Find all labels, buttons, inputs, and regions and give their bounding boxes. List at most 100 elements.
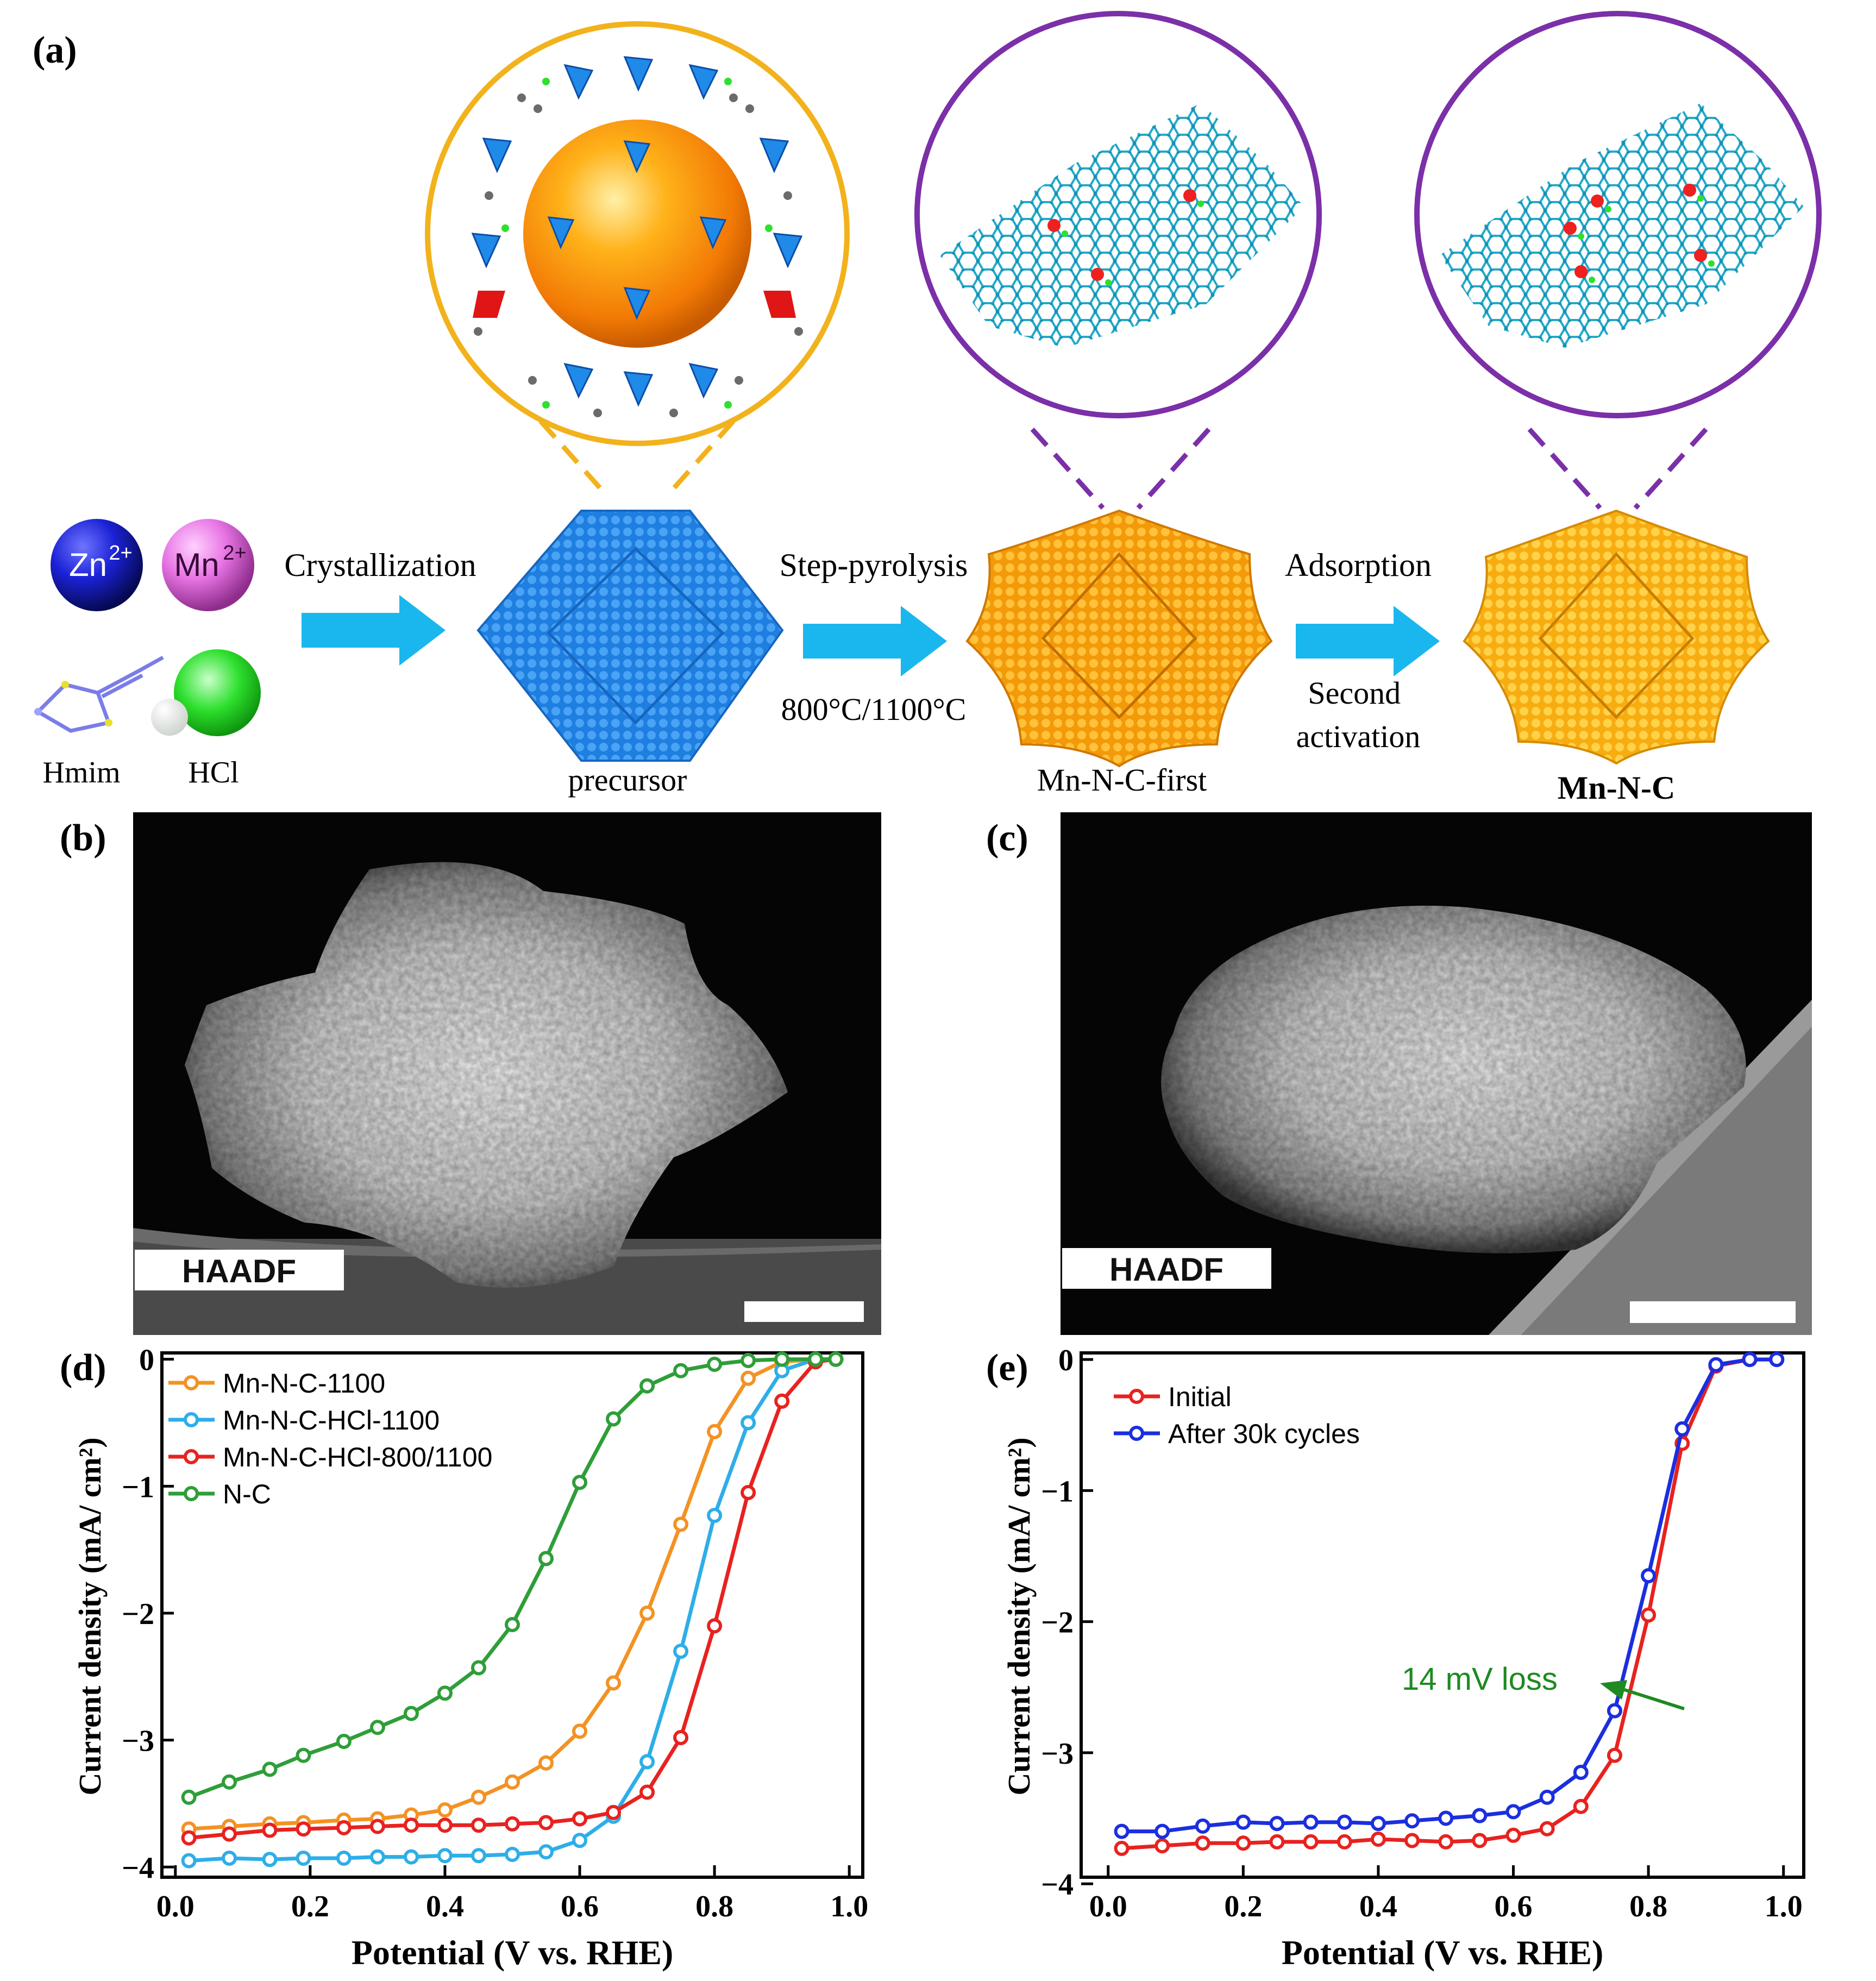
data-point: [505, 1846, 520, 1862]
data-point: [538, 1551, 554, 1566]
data-point: [1155, 1823, 1170, 1839]
panel-label-e: (e): [986, 1347, 1028, 1389]
data-point: [1114, 1823, 1130, 1839]
y-tick-label: 0: [139, 1344, 154, 1377]
step-label-pyrolysis: Step-pyrolysis: [780, 547, 968, 583]
svg-text:2+: 2+: [109, 542, 132, 565]
data-point: [181, 1789, 197, 1805]
y-tick-label: −4: [1041, 1868, 1074, 1902]
data-point: [222, 1850, 237, 1866]
x-tick-label: 0.2: [291, 1890, 329, 1923]
y-tick-label: −2: [1041, 1606, 1074, 1640]
x-axis-label-e: Potential (V vs. RHE): [1282, 1933, 1604, 1972]
legend-marker: [184, 1375, 199, 1390]
hmim-label: Hmim: [42, 756, 120, 789]
data-point: [639, 1605, 655, 1621]
data-point: [673, 1729, 689, 1745]
data-point: [181, 1853, 197, 1869]
data-point: [369, 1819, 385, 1834]
legend-label: Mn-N-C-1100: [223, 1368, 385, 1399]
data-point: [741, 1485, 756, 1501]
data-point: [1674, 1421, 1690, 1437]
data-point: [673, 1516, 689, 1532]
panel-label-b: (b): [60, 817, 106, 859]
y-tick-label: −2: [122, 1597, 154, 1631]
data-point: [262, 1761, 278, 1777]
data-point: [437, 1817, 453, 1833]
x-tick-label: 1.0: [830, 1890, 868, 1923]
legend-marker: [184, 1412, 199, 1427]
data-point: [437, 1685, 453, 1701]
data-point: [505, 1816, 520, 1832]
scale-bar-c: [1630, 1301, 1796, 1323]
panel-label-c: (c): [986, 817, 1028, 859]
y-axis-label-e: Current density (mA/ cm²): [1001, 1437, 1037, 1795]
mnnc-polyhedron: [1463, 509, 1770, 765]
data-point: [369, 1849, 385, 1865]
data-point: [403, 1849, 419, 1865]
chart-e: 0.0 0.2 0.4 0.6 0.8 1.0 0 −1 −2 −3 −4 Potential (V…: [1001, 1344, 1805, 1972]
data-point: [222, 1826, 237, 1842]
haadf-label-b: HAADF: [182, 1253, 296, 1289]
loss-arrow: [1624, 1688, 1685, 1710]
haadf-label-c: HAADF: [1109, 1251, 1224, 1288]
svg-text:Mn: Mn: [174, 547, 219, 583]
legend-label: N-C: [223, 1479, 271, 1509]
mnnc-first-polyhedron: [965, 509, 1273, 768]
x-tick-label: 0.6: [561, 1890, 599, 1923]
chart-d: 0.0 0.2 0.4 0.6 0.8 1.0 0 −1 −2 −3 −4 Potential (V…: [72, 1344, 868, 1972]
legend-label: Mn-N-C-HCl-1100: [223, 1405, 440, 1435]
data-point: [403, 1706, 419, 1721]
data-point: [1337, 1814, 1352, 1830]
step-arrow-2: [803, 606, 947, 676]
data-point: [1235, 1835, 1251, 1851]
data-point: [774, 1393, 790, 1409]
data-point: [336, 1850, 352, 1866]
x-tick-label: 0.8: [695, 1890, 733, 1923]
product-label-mnnc-first: Mn-N-C-first: [1037, 762, 1207, 798]
data-point: [1505, 1827, 1521, 1843]
data-point: [1573, 1765, 1589, 1780]
plot-frame-d: [160, 1351, 864, 1879]
data-point: [538, 1844, 554, 1860]
data-point: [505, 1774, 520, 1790]
data-point: [1607, 1703, 1622, 1719]
data-point: [1370, 1832, 1386, 1847]
data-point: [741, 1370, 756, 1386]
mn-ion: Mn 2+: [162, 519, 254, 611]
data-point: [572, 1475, 588, 1490]
data-point: [222, 1774, 237, 1790]
data-point: [296, 1850, 311, 1866]
data-point: [505, 1617, 520, 1633]
data-point: [1607, 1747, 1622, 1763]
data-point: [1539, 1789, 1555, 1805]
data-point: [1404, 1813, 1420, 1829]
mnnc-lattice-inset: [1414, 11, 1822, 418]
data-point: [1370, 1816, 1386, 1832]
data-point: [639, 1784, 655, 1800]
data-point: [1641, 1568, 1657, 1584]
data-point: [470, 1848, 486, 1864]
data-point: [774, 1351, 790, 1367]
data-point: [470, 1789, 486, 1805]
step-arrow-3: [1296, 606, 1440, 676]
data-point: [538, 1815, 554, 1830]
data-point: [1303, 1814, 1319, 1830]
data-point: [1303, 1834, 1319, 1850]
legend-marker: [1129, 1426, 1144, 1441]
x-tick-label: 0.4: [1359, 1890, 1397, 1923]
hcl-molecule-icon: [151, 649, 261, 736]
legend-e: Initial After 30k cycles: [1114, 1382, 1360, 1449]
data-point: [639, 1754, 655, 1770]
y-tick-label: −4: [122, 1851, 154, 1885]
y-tick-label: −1: [1041, 1475, 1074, 1508]
data-point: [639, 1378, 655, 1394]
svg-text:Zn: Zn: [69, 547, 107, 583]
x-tick-label: 0.6: [1495, 1890, 1533, 1923]
data-point: [1539, 1821, 1555, 1836]
y-tick-label: −3: [1041, 1737, 1074, 1771]
haadf-image-b: HAADF: [133, 812, 881, 1335]
x-tick-label: 0.2: [1224, 1890, 1262, 1923]
data-point: [1438, 1834, 1454, 1850]
